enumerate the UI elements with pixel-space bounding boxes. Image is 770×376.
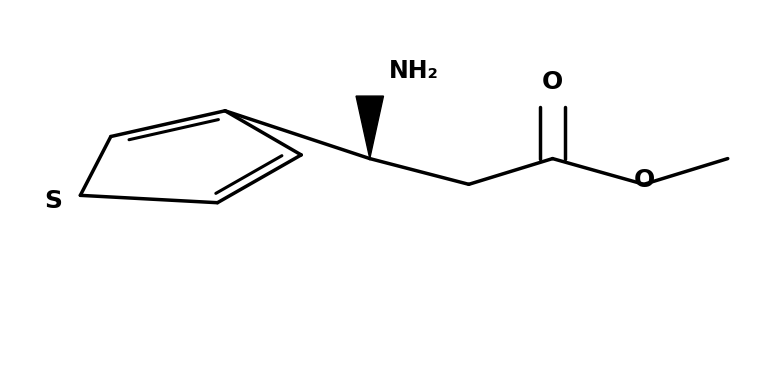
Text: NH₂: NH₂	[389, 59, 439, 83]
Text: S: S	[45, 189, 62, 213]
Polygon shape	[356, 96, 383, 159]
Text: O: O	[542, 70, 563, 94]
Text: O: O	[634, 168, 654, 192]
